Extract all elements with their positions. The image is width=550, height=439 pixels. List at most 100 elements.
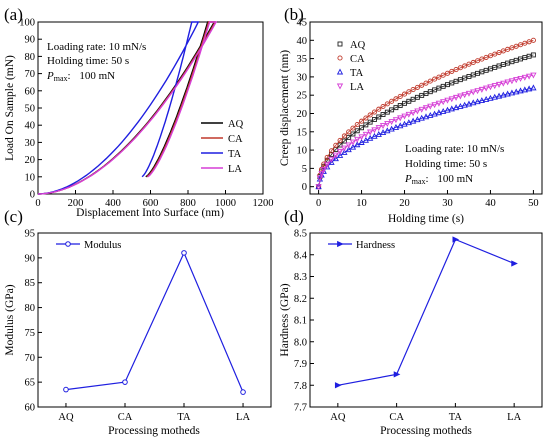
panel-b-ticks: 0 10 20 30 40 50 0 5 10 15 20 25 30 35 40 45: [297, 18, 539, 210]
panel-b-point-ca: [376, 106, 382, 112]
panel-b-point-ca: [380, 103, 386, 110]
panel-b-ytick-label: 45: [297, 18, 308, 29]
panel-a-ticks: 0 200 400 600 800 1000 1200 0 10 20 30 40 50 60 70 80 90…: [19, 18, 273, 210]
panel-a-ytick-label: 50: [25, 104, 36, 115]
panel-c-ytick-label: 70: [25, 353, 36, 364]
panel-b-point-ca: [389, 98, 395, 104]
panel-b-point-ca: [513, 43, 519, 49]
panel-b-legend-label-aq: AQ: [350, 40, 366, 51]
panel-d-ytick-label: 7.8: [294, 381, 307, 392]
panel-b-point-ca: [517, 42, 524, 48]
panel-c-ylabel: Modulus (GPa): [4, 284, 16, 355]
panel-a-ytick-label: 10: [25, 172, 36, 183]
panel-c-point-aq: [63, 386, 69, 393]
panel-b-point-ca: [328, 148, 335, 154]
panel-d-point-aq: [334, 382, 342, 389]
panel-b-point-ca: [479, 56, 485, 62]
panel-b-point-ca: [397, 93, 403, 99]
panel-a-curve-la: [37, 21, 218, 195]
panel-c: (c) AQ CA TA LA 60 65 70 75 80 85 90 95 Modulus Pro…: [4, 207, 272, 437]
panel-b-legend-label-ta: TA: [350, 68, 364, 79]
panel-d-ticks: AQ CA TA LA 7.7 7.8 7.9 8.0 8.1 8.2 8.3 8.4 8.5: [294, 229, 522, 424]
panel-d-ytick-label: 8.0: [294, 337, 307, 348]
panel-b-pmax-symbol: P: [404, 173, 412, 185]
panel-d-frame: [309, 232, 543, 408]
panel-a-xtick-label: 1000: [215, 198, 236, 209]
panel-b-point-la: [328, 156, 335, 163]
panel-b-point-ca: [414, 84, 420, 90]
panel-a-ytick-label: 90: [25, 35, 36, 46]
panel-b-ytick-label: 15: [297, 127, 308, 138]
panel-c-xlabel: Processing motheds: [108, 425, 200, 437]
panel-b-point-ca: [384, 101, 390, 107]
panel-d-series: [334, 236, 518, 389]
panel-b-point-ca: [436, 74, 442, 80]
panel-b-xtick-label: 0: [316, 198, 321, 209]
panel-d-point-ca: [393, 371, 401, 378]
panel-c-ytick-label: 95: [25, 229, 36, 240]
panel-a-ytick-label: 0: [30, 190, 35, 201]
panel-b-point-la: [349, 139, 357, 146]
panel-b-series-la: [315, 72, 537, 191]
panel-a-ytick-label: 80: [25, 52, 36, 63]
panel-b-point-ca: [496, 49, 502, 56]
panel-b-point-ca: [401, 91, 408, 97]
panel-b-point-ta: [530, 84, 537, 91]
panel-c-xtick-label: AQ: [58, 412, 74, 423]
panel-b-fit-aq: [318, 54, 534, 187]
panel-b-point-ca: [423, 80, 429, 86]
panel-c-legend-label: Modulus: [84, 240, 121, 251]
panel-a-legend-label-aq: AQ: [228, 119, 244, 130]
panel-c-series: [63, 250, 246, 395]
panel-b-point-la: [318, 171, 325, 177]
panel-b-legend-marker-la: [336, 83, 344, 90]
panel-d-xtick-label: LA: [507, 412, 521, 423]
panel-b-point-ca: [509, 45, 515, 51]
panel-b-point-la: [358, 134, 365, 141]
panel-c-line: [65, 251, 244, 393]
panel-a-ytick-label: 100: [19, 18, 35, 29]
panel-d-ytick-label: 8.4: [294, 250, 308, 261]
panel-b-point-ca: [526, 39, 532, 45]
panel-b-point-ca: [466, 61, 472, 67]
panel-b-ytick-label: 0: [302, 182, 307, 193]
panel-b-point-ca: [419, 82, 425, 88]
panel-b-ytick-label: 35: [297, 54, 308, 65]
panel-c-ytick-label: 65: [25, 378, 36, 389]
panel-b-point-aq: [329, 151, 334, 157]
panel-c-frame: [37, 232, 272, 408]
panel-b-point-ta: [349, 143, 357, 150]
panel-b-point-ca: [462, 63, 468, 69]
panel-b-point-ca: [530, 37, 536, 43]
panel-a-xtick-label: 200: [68, 198, 84, 209]
panel-b-point-ta: [328, 159, 335, 165]
panel-b-xtick-label: 50: [528, 198, 539, 209]
panel-d-xtick-label: TA: [449, 412, 463, 423]
panel-a-curves: [37, 21, 218, 195]
panel-b-point-ca: [453, 67, 459, 73]
panel-b-point-aq: [359, 125, 365, 131]
panel-b-fit-ca: [318, 39, 534, 187]
panel-b-point-ca: [492, 51, 498, 57]
panel-a-annotation-rate: Loading rate: 10 mN/s: [47, 41, 146, 53]
panel-b-point-la: [336, 148, 344, 155]
panel-b-point-ca: [427, 78, 433, 84]
panel-d-xtick-label: AQ: [330, 412, 346, 423]
panel-b-legend-label-ca: CA: [350, 54, 365, 65]
panel-a-legend-label-ca: CA: [228, 134, 243, 145]
panel-a-ytick-label: 40: [25, 121, 36, 132]
panel-b-annotations: Loading rate: 10 mN/s Holding time: 50 s…: [404, 143, 504, 186]
panel-b-point-la: [332, 152, 339, 159]
panel-a-xtick-label: 800: [180, 198, 196, 209]
panel-a-xtick-label: 1200: [253, 198, 274, 209]
panel-label-c: (c): [4, 207, 23, 226]
panel-b-point-ta: [341, 148, 348, 155]
panel-c-point-ca: [122, 379, 128, 385]
panel-b-annotation-hold: Holding time: 50 s: [405, 158, 487, 170]
panel-a-ytick-label: 30: [25, 138, 36, 149]
panel-label-b: (b): [284, 5, 304, 24]
panel-a-xtick-label: 400: [105, 198, 121, 209]
panel-b-legend-marker-aq: [337, 41, 343, 47]
panel-b-xtick-label: 30: [442, 198, 453, 209]
panel-c-ytick-label: 60: [25, 403, 36, 414]
